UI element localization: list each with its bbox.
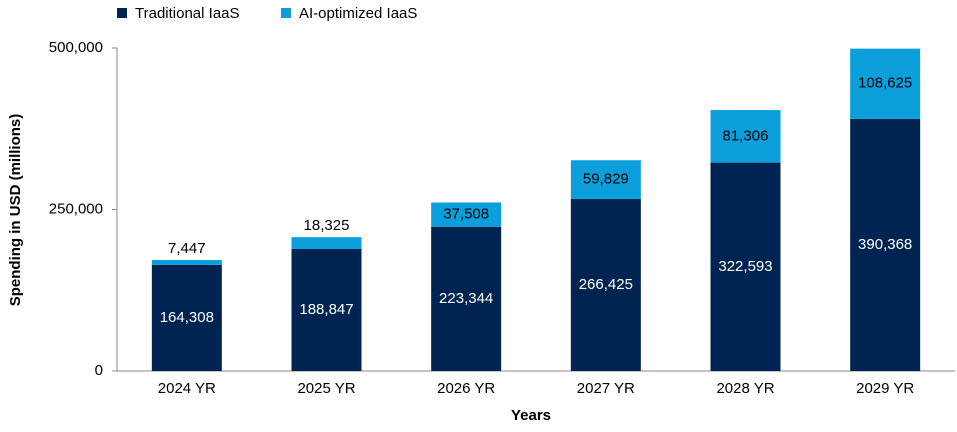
legend-swatch bbox=[117, 8, 127, 18]
bar-segment bbox=[850, 118, 921, 372]
x-tick-label: 2029 YR bbox=[856, 380, 914, 397]
value-label: 390,368 bbox=[858, 236, 912, 253]
y-tick-label: 500,000 bbox=[49, 39, 103, 56]
y-tick-label: 0 bbox=[95, 362, 103, 379]
x-tick-label: 2027 YR bbox=[577, 380, 635, 397]
legend-swatch bbox=[281, 8, 291, 18]
bar-segment bbox=[291, 249, 362, 371]
value-label: 7,447 bbox=[168, 240, 206, 257]
value-label: 164,308 bbox=[160, 309, 214, 326]
x-tick-label: 2028 YR bbox=[716, 380, 774, 397]
value-label: 108,625 bbox=[858, 75, 912, 92]
x-axis-title: Years bbox=[511, 407, 551, 424]
x-tick-label: 2024 YR bbox=[158, 380, 216, 397]
legend-label: Traditional IaaS bbox=[135, 5, 240, 22]
value-label: 59,829 bbox=[583, 171, 629, 188]
value-label: 18,325 bbox=[304, 217, 350, 234]
bar-segment bbox=[570, 198, 641, 371]
bar-segment bbox=[570, 160, 641, 199]
value-label: 266,425 bbox=[579, 276, 633, 293]
value-label: 81,306 bbox=[723, 127, 769, 144]
bar-segment bbox=[431, 226, 502, 371]
value-label: 223,344 bbox=[439, 290, 493, 307]
x-tick-label: 2025 YR bbox=[297, 380, 355, 397]
bar-segment bbox=[151, 264, 222, 371]
bar-segment bbox=[291, 237, 362, 250]
bar-segment bbox=[431, 202, 502, 227]
bar-segment bbox=[710, 110, 781, 163]
value-label: 322,593 bbox=[718, 258, 772, 275]
x-tick-label: 2026 YR bbox=[437, 380, 495, 397]
value-label: 37,508 bbox=[443, 206, 489, 223]
y-tick-label: 250,000 bbox=[49, 200, 103, 217]
bar-segment bbox=[850, 48, 921, 119]
y-axis-title: Spending in USD (millions) bbox=[7, 114, 24, 307]
bar-segment bbox=[710, 162, 781, 371]
bar-segment bbox=[151, 260, 222, 265]
legend-label: AI-optimized IaaS bbox=[299, 5, 417, 22]
value-label: 188,847 bbox=[299, 301, 353, 318]
